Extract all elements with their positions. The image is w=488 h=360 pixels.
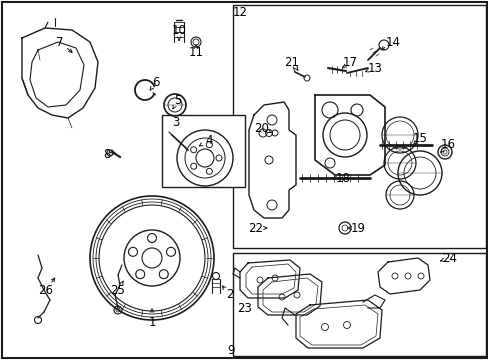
Text: 1: 1 bbox=[148, 315, 156, 328]
Text: 8: 8 bbox=[103, 148, 110, 162]
Text: 15: 15 bbox=[412, 131, 427, 144]
Text: 13: 13 bbox=[367, 62, 382, 75]
Text: 6: 6 bbox=[152, 76, 160, 89]
Text: 24: 24 bbox=[442, 252, 457, 265]
Text: 26: 26 bbox=[39, 284, 53, 297]
Text: 3: 3 bbox=[172, 116, 179, 129]
Text: 18: 18 bbox=[335, 171, 350, 184]
Bar bbox=[162, 115, 244, 187]
Text: 22: 22 bbox=[248, 221, 263, 234]
Text: 23: 23 bbox=[237, 302, 252, 315]
Bar bbox=[232, 5, 485, 248]
Text: 16: 16 bbox=[440, 139, 454, 152]
Text: 7: 7 bbox=[56, 36, 63, 49]
Text: 14: 14 bbox=[385, 36, 400, 49]
Text: 5: 5 bbox=[174, 94, 182, 107]
Text: 21: 21 bbox=[284, 55, 299, 68]
Text: 19: 19 bbox=[350, 221, 365, 234]
Text: 4: 4 bbox=[205, 134, 212, 147]
Text: 2: 2 bbox=[226, 288, 233, 302]
Text: 25: 25 bbox=[110, 284, 125, 297]
Text: 20: 20 bbox=[254, 122, 269, 135]
Bar bbox=[232, 253, 485, 356]
Text: 17: 17 bbox=[342, 55, 357, 68]
Text: 10: 10 bbox=[171, 23, 186, 36]
Text: 12: 12 bbox=[232, 5, 247, 18]
Text: 9: 9 bbox=[227, 343, 234, 356]
Text: 11: 11 bbox=[188, 45, 203, 58]
